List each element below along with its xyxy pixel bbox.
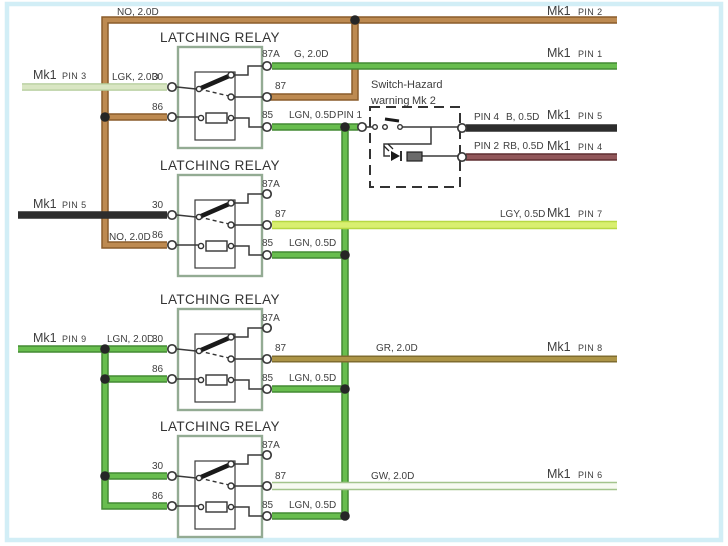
hazard-dashed-border — [369, 106, 461, 188]
wire-code-label: NO, 2.0D — [117, 7, 159, 18]
terminal-label-30: 30 — [152, 461, 164, 472]
connector-label: Mk1 — [547, 139, 571, 153]
connector-pin-label: PIN 8 — [578, 343, 603, 353]
terminal-label-86: 86 — [152, 102, 164, 113]
hazard-terminal-pin2 — [456, 151, 468, 163]
connector-pin-label: PIN 4 — [578, 142, 603, 152]
latching-relay-2 — [168, 175, 271, 276]
connector-pin-label: PIN 5 — [62, 200, 87, 210]
hazard-terminal-pin1 — [356, 121, 368, 133]
terminal-label-85: 85 — [262, 238, 274, 249]
terminal-label-87a: 87A — [262, 179, 280, 190]
wire-code-label: LGN, 0.5D — [289, 500, 336, 511]
terminal-label-30: 30 — [152, 200, 164, 211]
terminal-label-85: 85 — [262, 110, 274, 121]
connector-label: Mk1 — [33, 197, 57, 211]
terminal-label-87a: 87A — [262, 49, 280, 60]
hazard-title-line1: Switch-Hazard — [371, 79, 443, 91]
connector-pin-label: PIN 9 — [62, 334, 87, 344]
relay-title: LATCHING RELAY — [160, 30, 280, 45]
hazard-title-line3: Mk 2 — [412, 95, 436, 107]
wire-code-label: GW, 2.0D — [371, 471, 414, 482]
relay-title: LATCHING RELAY — [160, 292, 280, 307]
terminal-label-87: 87 — [275, 209, 287, 220]
wire-code-label: LGN, 0.5D — [289, 238, 336, 249]
terminal-label-30: 30 — [152, 334, 164, 345]
hazard-terminal-pin4 — [456, 122, 468, 134]
terminal-label-87a: 87A — [262, 313, 280, 324]
wire-code-label: PIN 4 — [474, 112, 499, 123]
latching-relay-3 — [168, 309, 271, 410]
switch-contact — [382, 123, 389, 130]
connector-label: Mk1 — [33, 331, 57, 345]
terminal-label-86: 86 — [152, 491, 164, 502]
terminal-label-85: 85 — [262, 500, 274, 511]
wire-code-label: LGN, 0.5D — [289, 110, 336, 121]
terminal-label-85: 85 — [262, 373, 274, 384]
wire-code-label: LGK, 2.0D — [112, 72, 159, 83]
relay-title: LATCHING RELAY — [160, 158, 280, 173]
wire-code-label: PIN 1 — [337, 110, 362, 121]
connector-label: Mk1 — [547, 206, 571, 220]
switch-contact — [372, 123, 379, 130]
wire-code-label: RB, 0.5D — [503, 141, 544, 152]
connector-pin-label: PIN 7 — [578, 209, 603, 219]
connector-label: Mk1 — [547, 46, 571, 60]
relay-title: LATCHING RELAY — [160, 419, 280, 434]
connector-pin-label: PIN 3 — [62, 71, 87, 81]
wire-code-label: LGY, 0.5D — [500, 209, 545, 220]
connector-label: Mk1 — [547, 467, 571, 481]
terminal-label-87: 87 — [275, 471, 287, 482]
wire-code-label: G, 2.0D — [294, 49, 328, 60]
led-arrows-icon — [383, 143, 394, 152]
terminal-label-30: 30 — [152, 72, 164, 83]
terminal-label-86: 86 — [152, 230, 164, 241]
page-frame — [4, 1, 724, 543]
switch-hazard-box — [356, 106, 468, 188]
terminal-label-87: 87 — [275, 81, 287, 92]
connector-pin-label: PIN 2 — [578, 7, 603, 17]
terminal-label-87: 87 — [275, 343, 287, 354]
wire-code-label: B, 0.5D — [506, 112, 539, 123]
hazard-title-line2: warning — [370, 95, 410, 107]
wire-code-label: NO, 2.0D — [109, 232, 151, 243]
connector-pin-label: PIN 6 — [578, 470, 603, 480]
latching-relay-1 — [168, 47, 271, 148]
terminal-label-86: 86 — [152, 364, 164, 375]
hazard-internal-wires — [366, 126, 458, 157]
connector-label: Mk1 — [547, 108, 571, 122]
junction-dots — [100, 15, 360, 521]
wire-code-label: LGN, 0.5D — [289, 373, 336, 384]
wire-no-brown — [101, 16, 617, 249]
diode-icon — [391, 151, 400, 161]
latching-relay-4 — [168, 436, 271, 537]
wire-code-label: GR, 2.0D — [376, 343, 418, 354]
wire-green-tree — [18, 62, 617, 520]
connector-label: Mk1 — [547, 340, 571, 354]
wire-code-label: PIN 2 — [474, 141, 499, 152]
wire-code-label: LGN, 2.0D — [107, 334, 154, 345]
connector-pin-label: PIN 5 — [578, 111, 603, 121]
connector-label: Mk1 — [547, 4, 571, 18]
switch-blade — [384, 117, 400, 123]
connector-label: Mk1 — [33, 68, 57, 82]
switch-contact — [397, 123, 404, 130]
terminal-label-87a: 87A — [262, 440, 280, 451]
resistor-icon — [406, 151, 423, 162]
connector-pin-label: PIN 1 — [578, 49, 603, 59]
